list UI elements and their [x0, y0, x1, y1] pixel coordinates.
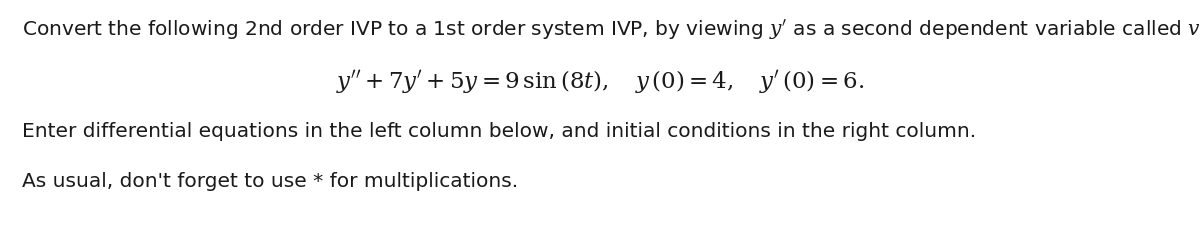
Text: As usual, don't forget to use * for multiplications.: As usual, don't forget to use * for mult… — [22, 172, 518, 191]
Text: Enter differential equations in the left column below, and initial conditions in: Enter differential equations in the left… — [22, 122, 976, 141]
Text: $y'' + 7y' + 5y = 9\,\sin{(8t)}, \quad y\,(0) = 4, \quad y'\,(0) = 6.$: $y'' + 7y' + 5y = 9\,\sin{(8t)}, \quad y… — [336, 68, 864, 95]
Text: Convert the following 2nd order IVP to a 1st order system IVP, by viewing $y'$ a: Convert the following 2nd order IVP to a… — [22, 18, 1200, 42]
